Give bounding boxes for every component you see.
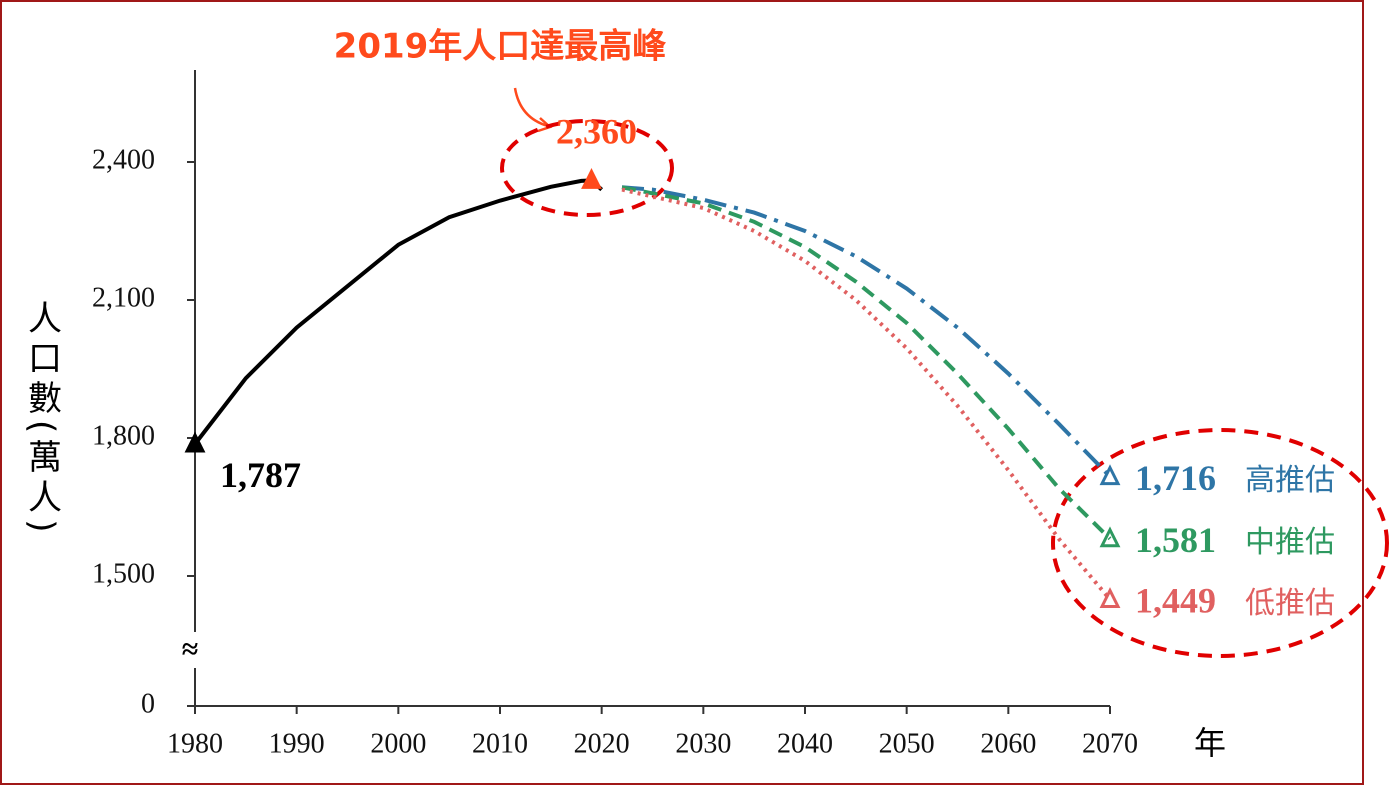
x-tick-label: 2030 [675,728,731,759]
legend-label: 中推估 [1245,525,1335,560]
x-tick-label: 2020 [574,728,630,759]
data-label: 1,449 [1135,581,1216,621]
x-tick-label: 1990 [269,728,325,759]
point-marker [1099,464,1121,486]
x-tick-label: 1980 [167,728,223,759]
data-label: 1,581 [1135,520,1216,560]
highlight-circle [500,119,674,217]
x-tick-label: 2040 [777,728,833,759]
point-marker [581,168,602,189]
data-label: 1,787 [220,455,301,495]
legend-label: 低推估 [1245,586,1335,621]
point-marker [184,431,206,453]
highlight-circle [1051,428,1389,658]
x-axis-label: 年 [1194,724,1226,762]
axis-break: ≈ [182,633,198,666]
y-tick-label: 2,400 [92,144,155,175]
line [193,178,604,446]
note-arrow [513,87,549,128]
legend-label: 高推估 [1245,463,1335,498]
x-tick-label: 2000 [370,728,426,759]
data-label: 1,716 [1135,458,1216,498]
y-tick-label: 2,100 [92,282,155,313]
x-tick-label: 2070 [1082,728,1138,759]
line [621,187,1112,601]
x-tick-label: 2010 [472,728,528,759]
y-tick-label: 1,800 [92,420,155,451]
x-tick-label: 2050 [879,728,935,759]
y-axis-label: 人口數(萬人) [22,300,62,539]
line [621,185,1112,479]
data-label: 2,360 [556,112,637,152]
frame [0,0,1364,785]
x-tick-label: 2060 [980,728,1036,759]
point-marker [1099,526,1121,548]
y-tick-label: 1,500 [92,558,155,589]
point-marker [1099,587,1121,608]
y-tick-label: 0 [141,688,155,719]
peak-note: 2019年人口達最高峰 [334,27,667,67]
line [621,185,1112,541]
